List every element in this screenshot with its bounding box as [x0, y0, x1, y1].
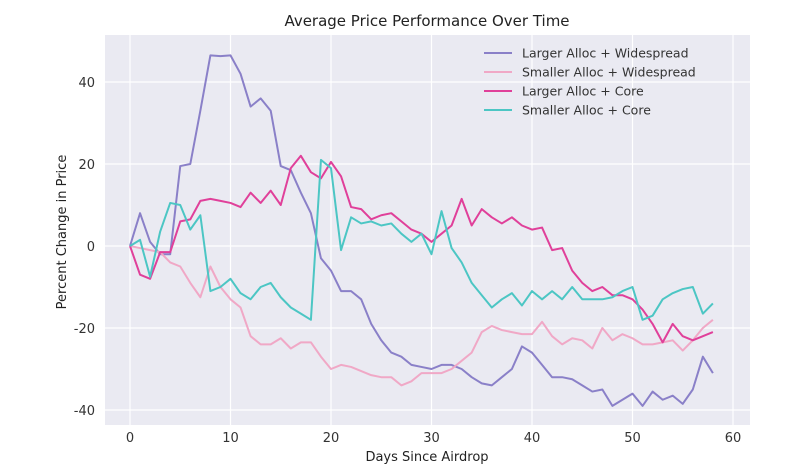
y-tick-label: 0 — [87, 240, 95, 255]
y-axis-label: Percent Change in Price — [55, 155, 70, 310]
legend-label: Larger Alloc + Widespread — [522, 46, 689, 61]
x-tick-label: 30 — [423, 431, 440, 446]
y-tick-label: 20 — [78, 158, 95, 173]
legend: Larger Alloc + Widespread Smaller Alloc +… — [484, 46, 696, 118]
legend-label: Smaller Alloc + Core — [522, 103, 651, 118]
chart-title: Average Price Performance Over Time — [284, 12, 569, 30]
x-tick-label: 50 — [624, 431, 641, 446]
series-line-0 — [129, 54, 714, 407]
x-tick-label: 0 — [126, 431, 134, 446]
y-tick-label: -20 — [74, 322, 95, 337]
series-line-3 — [129, 158, 714, 321]
plot-area — [105, 35, 750, 425]
y-tick-label: -40 — [74, 404, 95, 419]
series-lines — [129, 54, 714, 407]
x-tick-label: 60 — [725, 431, 742, 446]
legend-label: Larger Alloc + Core — [522, 84, 644, 99]
x-axis-label: Days Since Airdrop — [365, 450, 488, 465]
x-tick-label: 40 — [524, 431, 541, 446]
y-tick-label: 40 — [78, 76, 95, 91]
legend-label: Smaller Alloc + Widespread — [522, 65, 696, 80]
series-line-1 — [129, 245, 714, 387]
x-tick-label: 10 — [222, 431, 239, 446]
x-tick-label: 20 — [323, 431, 340, 446]
tick-labels: 0 10 20 30 40 50 60 -40 -20 0 20 40 — [74, 76, 742, 446]
